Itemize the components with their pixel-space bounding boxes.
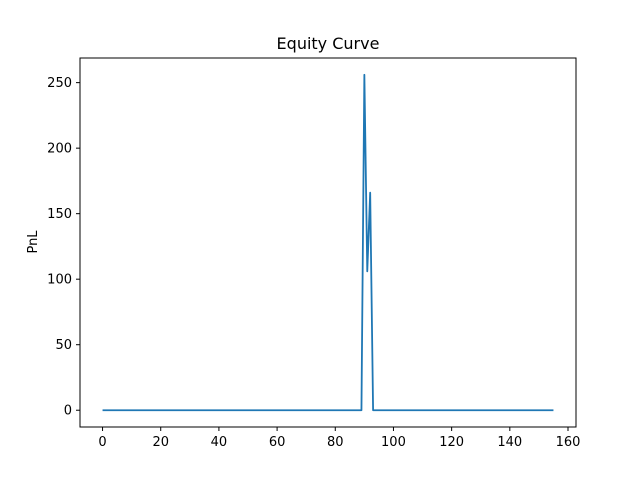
x-tick-label: 20 xyxy=(152,435,169,450)
x-axis-ticks: 0 20 40 60 80 100 120 140 160 xyxy=(98,427,580,450)
equity-line xyxy=(102,73,554,412)
chart-title: Equity Curve xyxy=(277,34,380,53)
y-tick-label: 0 xyxy=(64,404,72,419)
x-tick-label: 140 xyxy=(497,435,522,450)
y-tick-label: 100 xyxy=(47,273,72,288)
y-tick-label: 250 xyxy=(47,76,72,91)
plot-frame xyxy=(79,57,577,428)
series-layer xyxy=(102,73,554,412)
x-tick-label: 40 xyxy=(211,435,228,450)
y-tick-label: 200 xyxy=(47,142,72,157)
x-tick-label: 160 xyxy=(556,435,581,450)
x-tick-label: 120 xyxy=(439,435,464,450)
x-tick-label: 100 xyxy=(381,435,406,450)
y-tick-label: 50 xyxy=(55,338,72,353)
y-axis-ticks: 0 50 100 150 200 250 xyxy=(47,76,80,419)
x-tick-label: 60 xyxy=(269,435,286,450)
y-axis-label: PnL xyxy=(26,230,41,254)
y-tick-label: 150 xyxy=(47,207,72,222)
x-tick-label: 80 xyxy=(327,435,344,450)
x-tick-label: 0 xyxy=(98,435,106,450)
